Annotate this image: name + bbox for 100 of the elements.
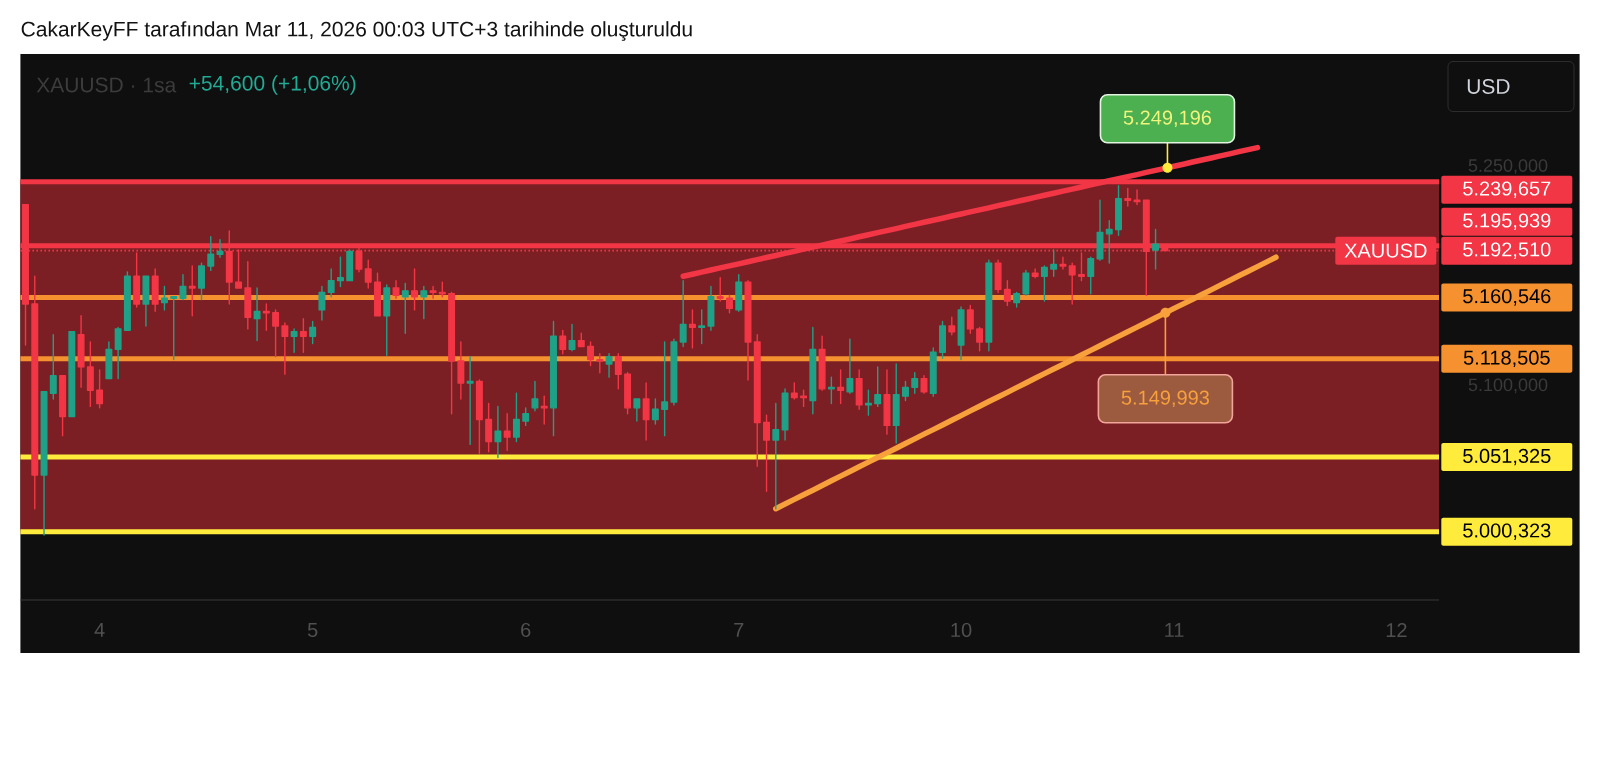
candlestick [512, 392, 520, 443]
candlestick [1003, 279, 1011, 307]
candlestick [781, 388, 789, 441]
candlestick [1050, 249, 1058, 277]
candlestick [568, 323, 576, 352]
candlestick [457, 341, 465, 400]
candlestick [892, 363, 900, 444]
candlestick [1068, 262, 1076, 305]
candlestick [494, 405, 502, 459]
candlestick [31, 275, 39, 510]
candlestick [383, 284, 391, 356]
candlestick [49, 334, 57, 400]
candlestick [475, 379, 483, 454]
candlestick [86, 341, 94, 408]
candlestick [902, 380, 909, 402]
annotation: 5.249,196 [1123, 110, 1212, 128]
candlestick [1152, 228, 1160, 270]
candlestick [364, 259, 372, 289]
candlestick [985, 259, 993, 352]
ref-line-label: 5.118,505 [1463, 350, 1550, 368]
candlestick [346, 249, 354, 282]
candlestick [392, 279, 400, 299]
x-tick-label: 5 [307, 623, 318, 637]
candlestick [577, 332, 585, 348]
candlestick [726, 294, 733, 314]
candlestick [123, 271, 131, 332]
candlestick [883, 369, 891, 435]
candlestick [531, 380, 539, 412]
candlestick [809, 326, 817, 415]
candlestick [68, 331, 76, 418]
candlestick [96, 369, 104, 409]
candlestick [614, 353, 622, 390]
candlestick [485, 402, 493, 453]
candlestick [244, 260, 252, 330]
candlestick [281, 322, 289, 375]
x-tick-label: 4 [94, 623, 105, 637]
candlestick [59, 374, 67, 437]
candlestick [420, 285, 428, 320]
candlestick [855, 369, 863, 411]
candlestick [818, 335, 826, 391]
candlestick [966, 304, 974, 334]
annotation: 5.149,993 [1121, 390, 1209, 408]
x-tick-label: 12 [1386, 623, 1407, 637]
ref-line-label: 5.000,323 [1463, 523, 1551, 540]
candlestick [522, 407, 530, 427]
candlestick [151, 268, 159, 313]
candlestick [1115, 184, 1122, 236]
candlestick [1013, 291, 1021, 308]
candlestick [318, 285, 326, 321]
candlestick [1133, 189, 1141, 206]
ref-line-label: 5.051,325 [1463, 448, 1551, 466]
candlestick [114, 326, 122, 380]
candlestick [198, 262, 205, 301]
candlestick [466, 355, 474, 446]
candlestick [1087, 256, 1095, 295]
candlestick [1124, 187, 1132, 207]
candlestick [503, 412, 511, 451]
text: +54,600 (+1,06%) [189, 75, 356, 95]
candlestick [707, 285, 715, 332]
candlestick [550, 320, 557, 437]
candlestick [309, 320, 317, 345]
candlestick [207, 236, 215, 272]
text: CakarKeyFF tarafından Mar 11, 2026 00:03 UTC+3 tarihinde oluşturuldu [21, 21, 692, 41]
candlestick [1040, 265, 1048, 302]
candlestick [77, 315, 85, 389]
candlestick [587, 341, 595, 367]
candlestick [1059, 256, 1067, 270]
x-tick-label: 6 [521, 622, 531, 638]
candlestick [272, 309, 280, 358]
candlestick [160, 285, 168, 311]
candlestick [753, 334, 761, 468]
candlestick [911, 372, 919, 394]
candlestick [142, 275, 150, 327]
candlestick [105, 341, 113, 380]
candlestick [1022, 269, 1030, 296]
candlestick [290, 328, 298, 353]
text: XAUUSD [1344, 243, 1427, 258]
candlestick [957, 306, 965, 361]
candlestick [605, 353, 613, 378]
x-tick-label: 11 [1165, 623, 1184, 637]
candlestick [651, 398, 659, 425]
candlestick [735, 274, 743, 313]
candlestick [763, 414, 771, 492]
ref-line-label: 5.195,939 [1463, 213, 1551, 230]
x-tick-label: 7 [734, 623, 744, 637]
candlestick [559, 329, 567, 355]
y-axis-title: USD [1467, 79, 1510, 94]
candlestick [179, 274, 187, 301]
candlestick [679, 279, 687, 348]
candlestick [253, 287, 261, 342]
x-tick-label: 10 [951, 622, 972, 638]
candlestick [744, 279, 752, 381]
candlestick [670, 338, 678, 406]
candlestick [1031, 268, 1039, 279]
ref-line-label: 5.239,657 [1463, 181, 1551, 198]
ref-line-label: 5.160,546 [1463, 289, 1551, 306]
ref-line-label: 5.192,510 [1463, 242, 1551, 259]
candlestick [624, 372, 632, 415]
candlestick [40, 391, 48, 536]
candlestick [642, 382, 650, 441]
